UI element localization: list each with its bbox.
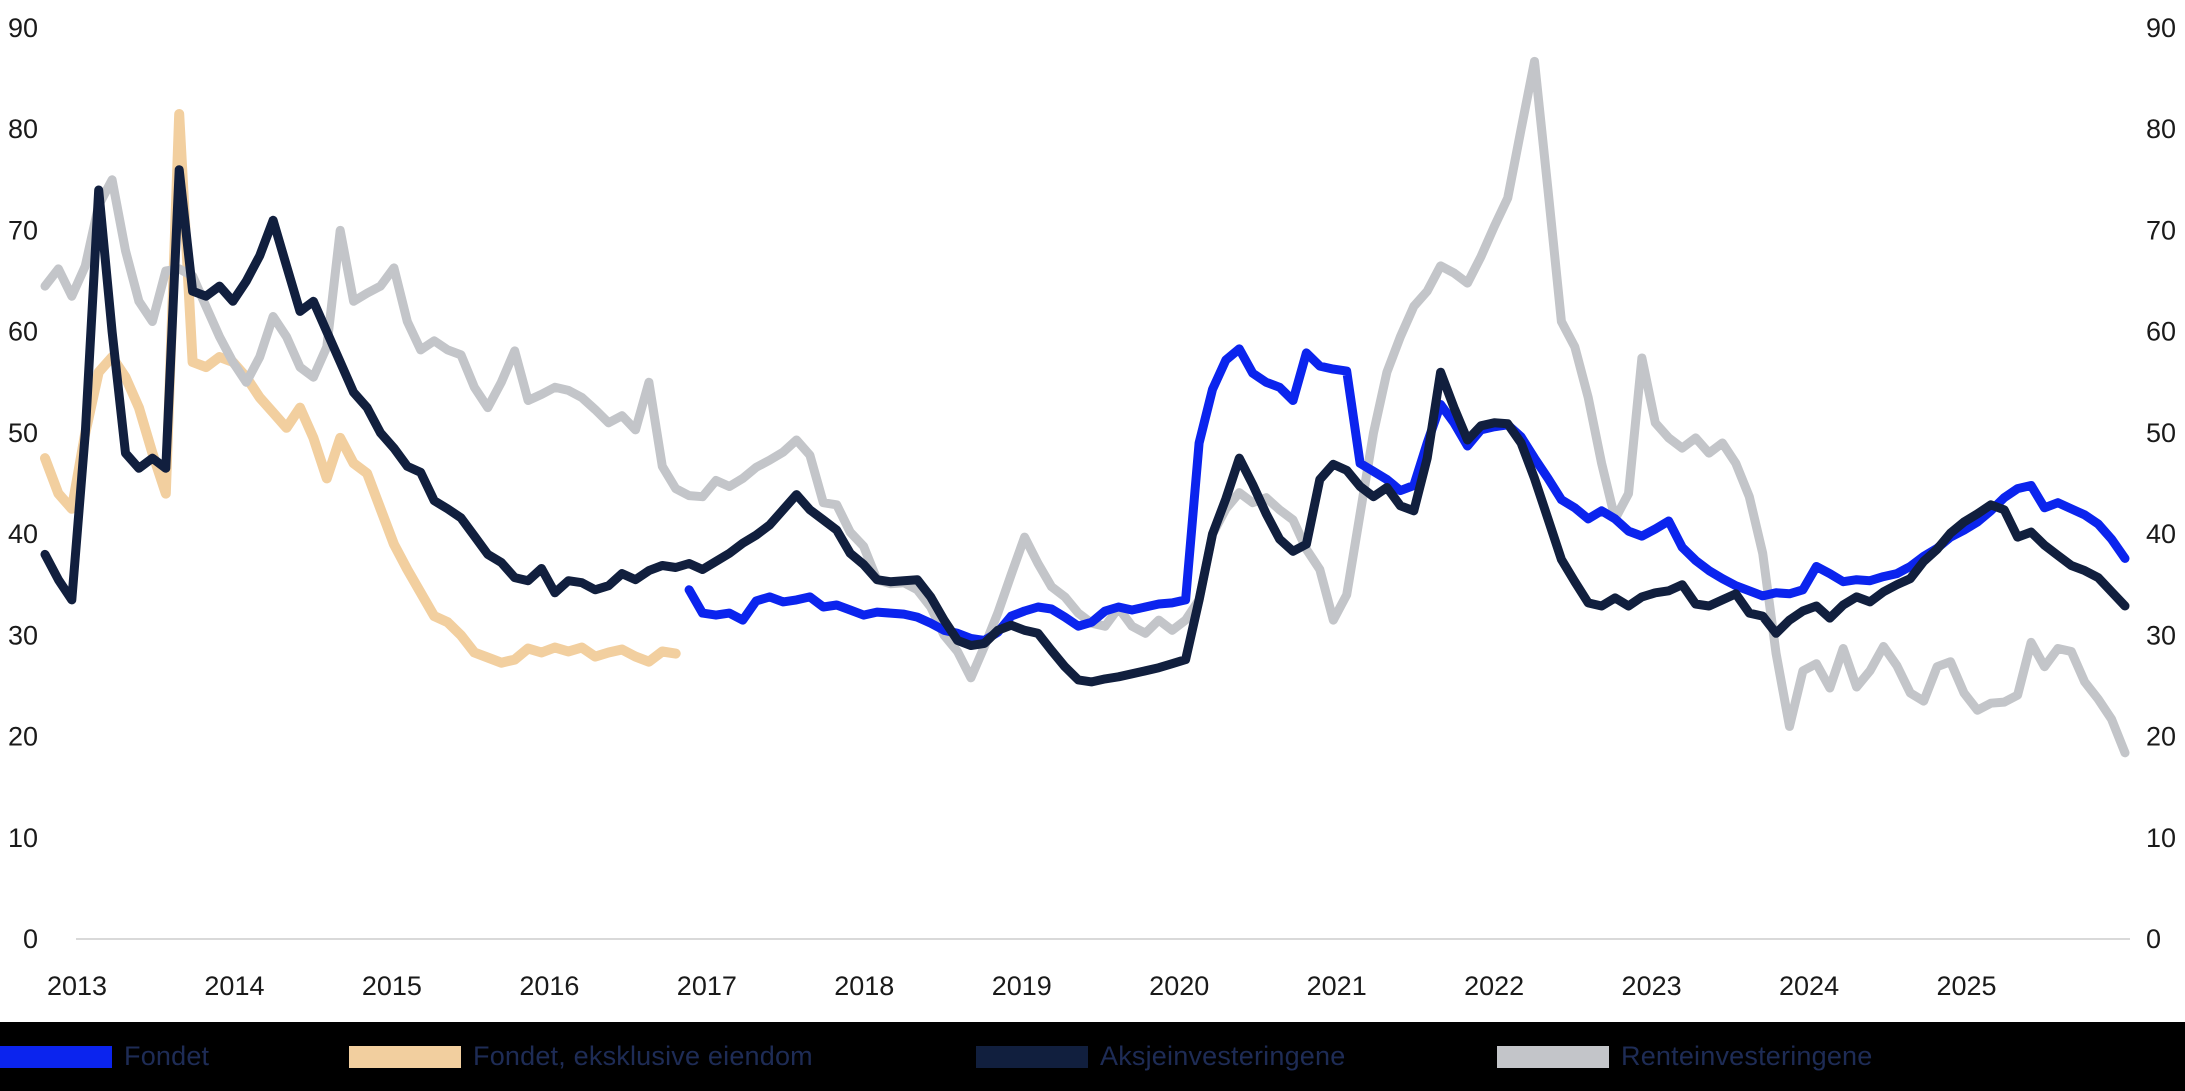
x-axis-label-2021: 2021 — [1307, 971, 1367, 1001]
x-axis-label-2018: 2018 — [834, 971, 894, 1001]
legend-item-renteinvesteringene: Renteinvesteringene — [1497, 1022, 1872, 1091]
legend-swatch-aksjeinvesteringene — [976, 1045, 1088, 1068]
legend-label-fondet: Fondet — [124, 1041, 210, 1071]
x-axis-label-2020: 2020 — [1149, 971, 1209, 1001]
x-axis-label-2015: 2015 — [362, 971, 422, 1001]
y-axis-right-label-10: 10 — [2146, 823, 2176, 853]
line-fondet-ekskl-eiendom — [40, 109, 681, 668]
y-axis-left-label-80: 80 — [8, 114, 38, 144]
legend-item-aksjeinvesteringene: Aksjeinvesteringene — [976, 1022, 1345, 1091]
legend-item-fondet: Fondet — [0, 1022, 209, 1091]
y-axis-right-label-0: 0 — [2146, 924, 2161, 954]
y-axis-right-label-90: 90 — [2146, 13, 2176, 43]
x-axis-label-2023: 2023 — [1622, 971, 1682, 1001]
x-axis-label-2016: 2016 — [519, 971, 579, 1001]
line-fondet — [684, 344, 2130, 645]
x-axis-label-2019: 2019 — [992, 971, 1052, 1001]
y-axis-left-label-60: 60 — [8, 317, 38, 347]
line-renteinvesteringene — [40, 56, 2130, 758]
x-axis-label-2024: 2024 — [1779, 971, 1839, 1001]
legend-swatch-fondet-ekskl-eiendom — [349, 1045, 461, 1068]
y-axis-left-label-50: 50 — [8, 418, 38, 448]
y-axis-right-label-70: 70 — [2146, 215, 2176, 245]
line-aksjeinvesteringene — [40, 165, 2130, 687]
y-axis-left-label-10: 10 — [8, 823, 38, 853]
legend: Fondet Fondet, eksklusive eiendom Aksjei… — [0, 1022, 2185, 1091]
y-axis-right-label-20: 20 — [2146, 722, 2176, 752]
y-axis-left-label-0: 0 — [23, 924, 38, 954]
y-axis-left-label-20: 20 — [8, 722, 38, 752]
y-axis-left-label-40: 40 — [8, 519, 38, 549]
legend-item-fondet-ekskl-eiendom: Fondet, eksklusive eiendom — [349, 1022, 813, 1091]
y-axis-left-label-90: 90 — [8, 13, 38, 43]
y-axis-left-label-70: 70 — [8, 215, 38, 245]
legend-swatch-renteinvesteringene — [1497, 1045, 1609, 1068]
y-axis-right-label-80: 80 — [2146, 114, 2176, 144]
y-axis-right-label-30: 30 — [2146, 620, 2176, 650]
x-axis-label-2017: 2017 — [677, 971, 737, 1001]
legend-label-aksjeinvesteringene: Aksjeinvesteringene — [1100, 1041, 1346, 1071]
legend-label-fondet-ekskl-eiendom: Fondet, eksklusive eiendom — [473, 1041, 813, 1071]
x-axis-label-2013: 2013 — [47, 971, 107, 1001]
y-axis-right-label-50: 50 — [2146, 418, 2176, 448]
legend-swatch-fondet — [0, 1045, 112, 1068]
x-axis-label-2022: 2022 — [1464, 971, 1524, 1001]
y-axis-left-label-30: 30 — [8, 620, 38, 650]
x-axis-label-2025: 2025 — [1936, 971, 1996, 1001]
y-axis-right-label-60: 60 — [2146, 317, 2176, 347]
plot-area: 0 0 10 10 20 20 30 30 40 40 50 50 60 60 70 70 80 80 90 90 20… — [8, 13, 2176, 1001]
y-axis-right-label-40: 40 — [2146, 519, 2176, 549]
x-axis-label-2014: 2014 — [204, 971, 264, 1001]
legend-label-renteinvesteringene: Renteinvesteringene — [1621, 1041, 1873, 1071]
